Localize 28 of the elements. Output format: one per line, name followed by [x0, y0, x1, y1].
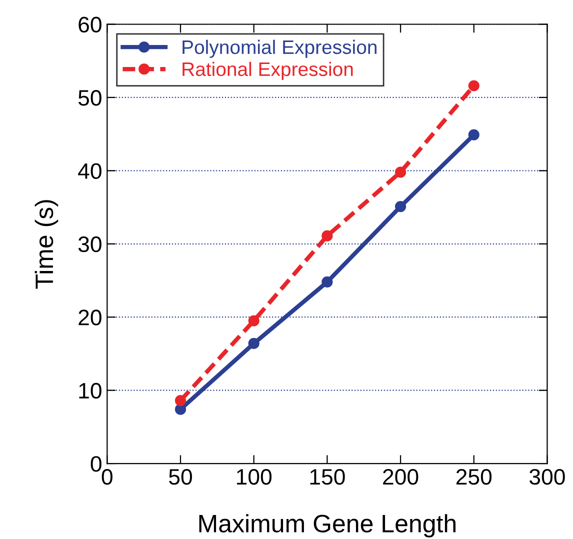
x-tick-label: 300: [530, 468, 565, 485]
point: [322, 276, 333, 288]
y-axis-title: Time (s): [34, 200, 58, 289]
legend-label: Polynomial Expression: [182, 40, 376, 58]
x-tick-label: 50: [169, 468, 192, 485]
x-tick-label: 200: [383, 468, 418, 485]
y-tick-label: 10: [79, 382, 102, 399]
y-tick-label: 40: [78, 163, 102, 179]
point: [322, 230, 333, 242]
legend-label: Rational Expression: [182, 62, 353, 80]
y-tick-label: 60: [78, 16, 102, 33]
point: [248, 338, 260, 350]
point: [248, 315, 260, 326]
point: [468, 129, 480, 140]
y-tick-label: 20: [78, 310, 102, 326]
point: [394, 166, 406, 178]
y-tick-label: 30: [78, 236, 102, 252]
x-tick-label: 100: [236, 468, 272, 485]
point: [174, 404, 186, 415]
point: [468, 80, 480, 92]
x-tick-label: 0: [102, 468, 112, 485]
point: [174, 395, 186, 406]
x-tick-label: 250: [456, 468, 492, 485]
y-tick-label: 50: [78, 90, 102, 106]
point: [394, 201, 406, 212]
y-tick-label: 0: [90, 456, 102, 472]
x-tick-label: 150: [310, 468, 345, 485]
x-axis-title: Maximum Gene Length: [199, 514, 456, 538]
